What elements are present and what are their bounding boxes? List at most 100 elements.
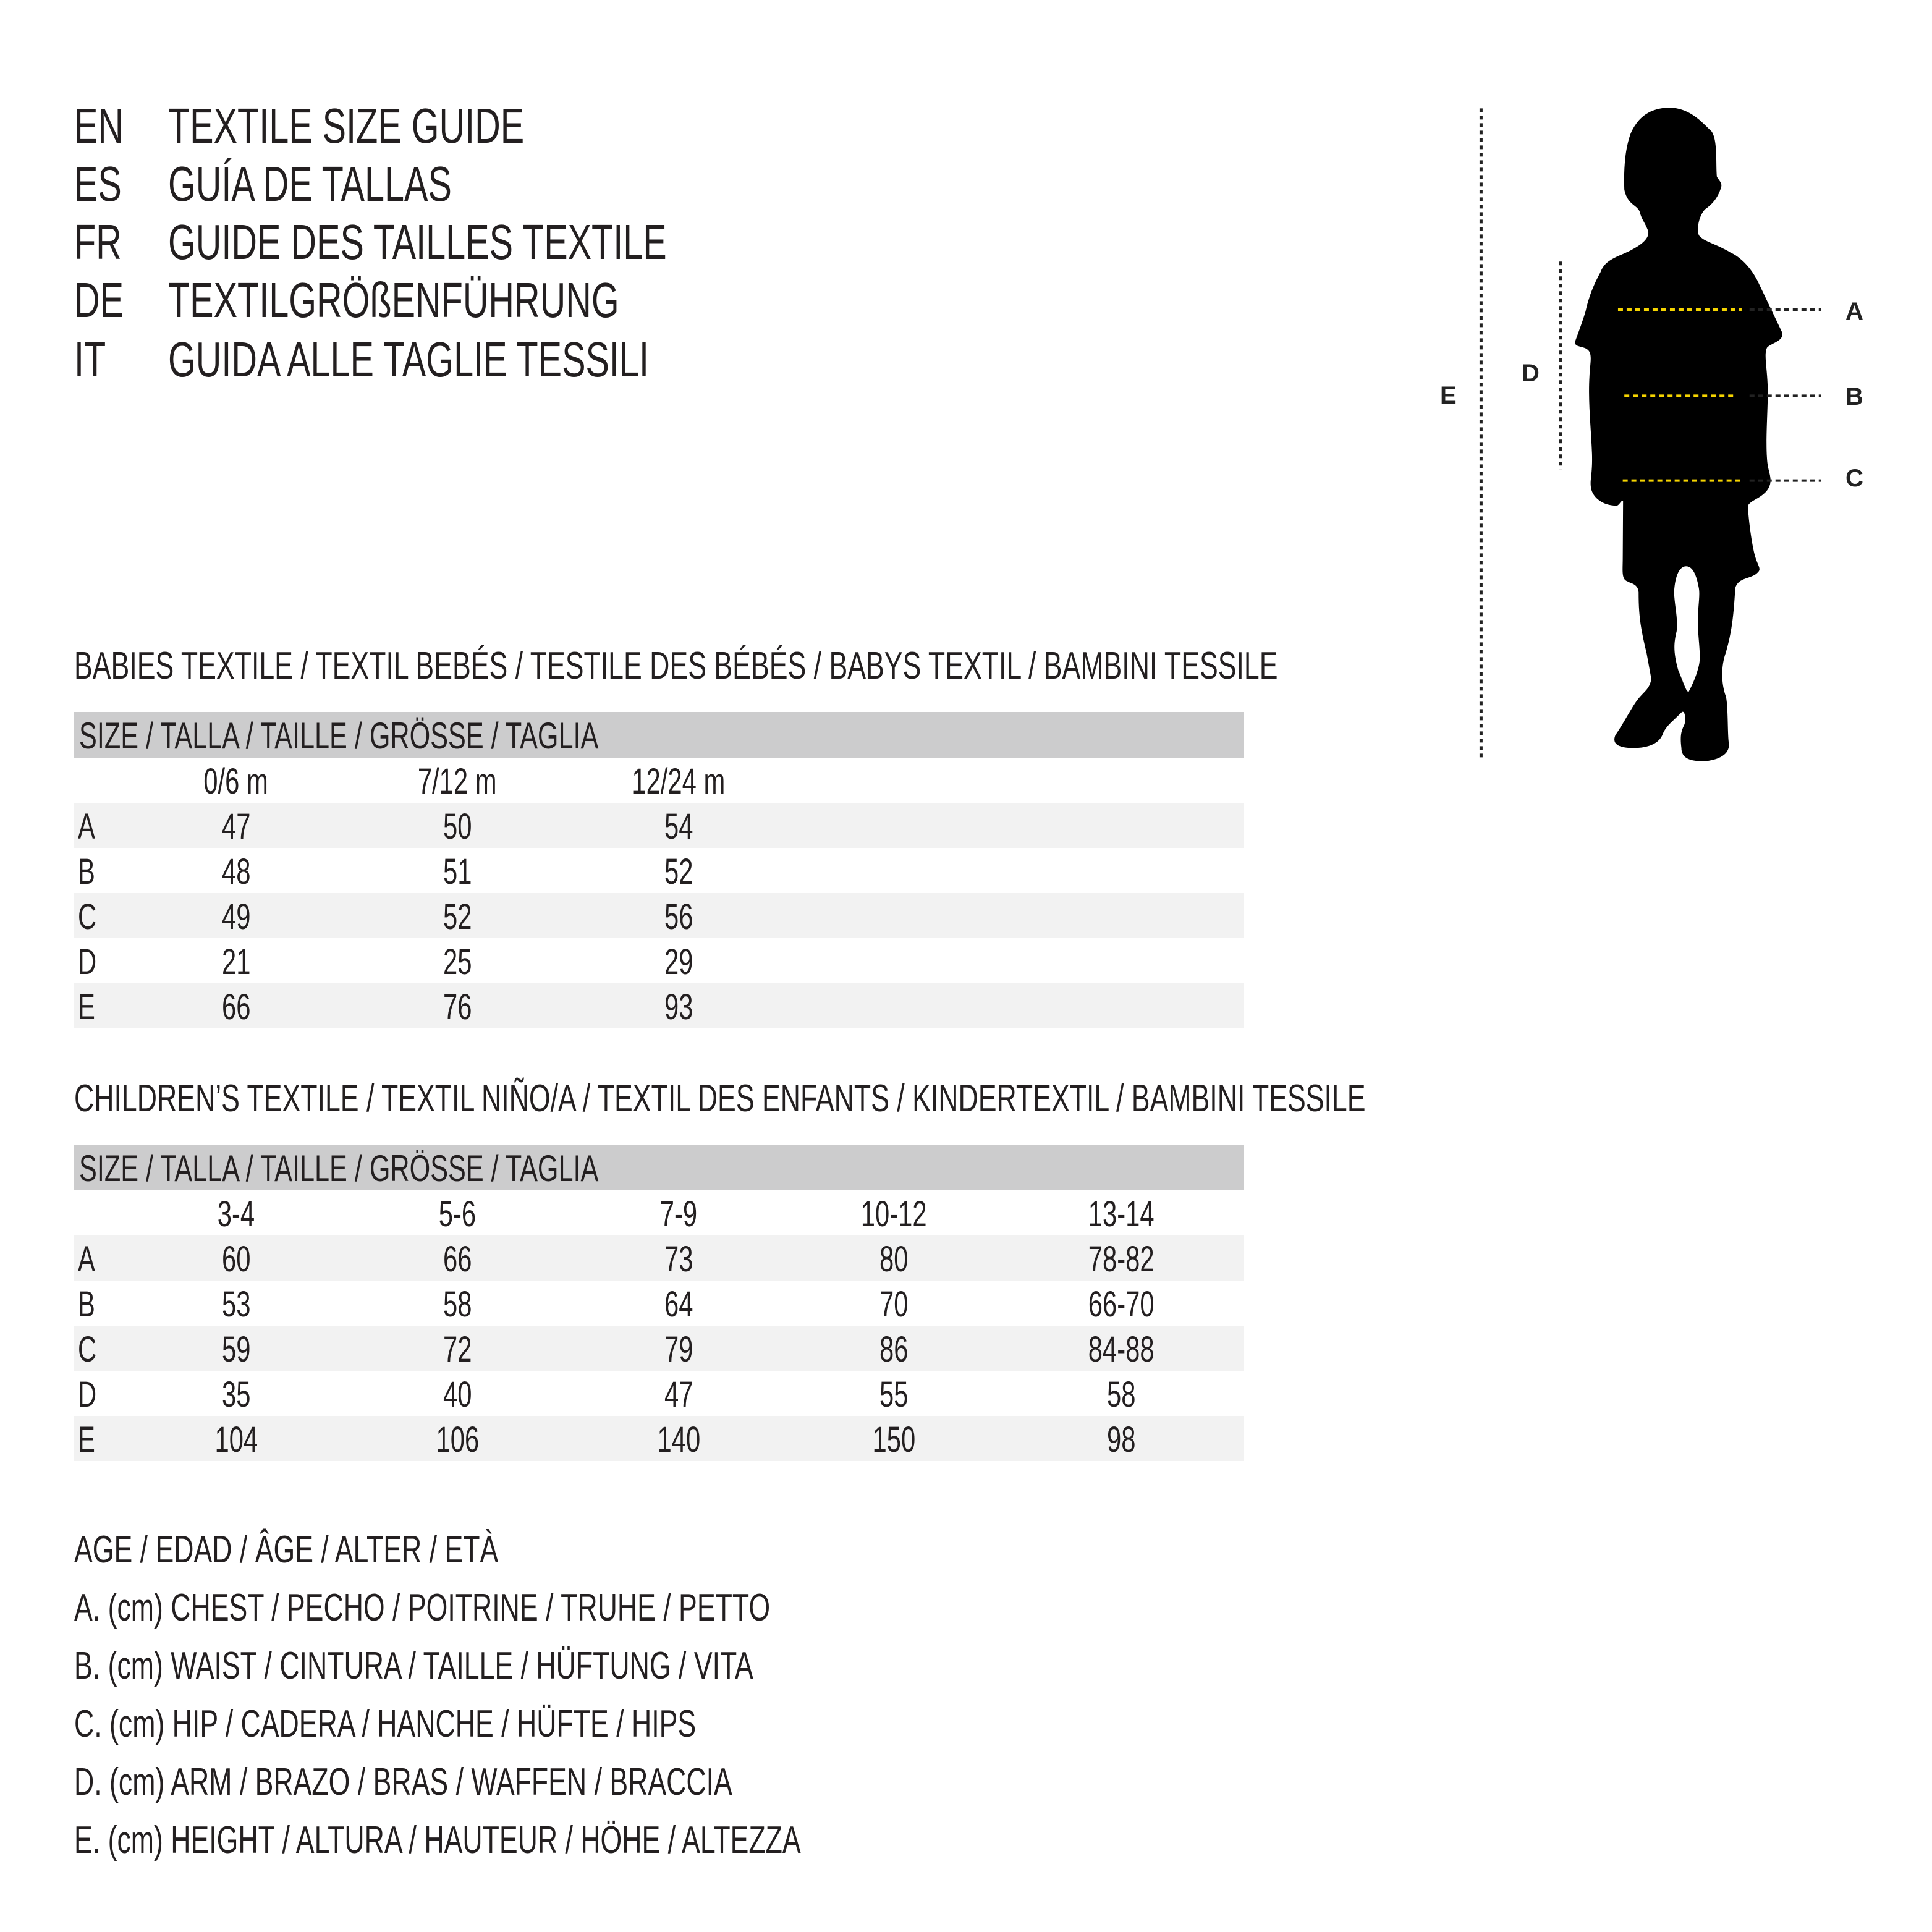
babies-section-title: BABIES TEXTILE / TEXTIL BEBÉS / TESTILE … bbox=[74, 645, 1746, 688]
table-cell: 84-88 bbox=[1088, 1329, 1155, 1370]
row-label: D bbox=[78, 1375, 97, 1415]
legend-waist: B. (cm) WAIST / CINTURA / TAILLE / HÜFTU… bbox=[74, 1645, 753, 1687]
silhouette-shape bbox=[1575, 108, 1782, 761]
table-cell: 59 bbox=[221, 1329, 251, 1370]
column-header: 10-12 bbox=[860, 1194, 927, 1234]
table-row: B 53 58 64 70 66-70 bbox=[74, 1281, 1244, 1326]
table-row: A 60 66 73 80 78-82 bbox=[74, 1235, 1244, 1281]
children-size-table: SIZE / TALLA / TAILLE / GRÖSSE / TAGLIA … bbox=[74, 1145, 1244, 1461]
table-cell: 76 bbox=[443, 987, 472, 1027]
table-row: C 49 52 56 bbox=[74, 893, 1244, 938]
column-header-row: 0/6 m 7/12 m 12/24 m bbox=[74, 758, 1244, 803]
child-silhouette-icon bbox=[1421, 108, 1916, 761]
legend-hip: C. (cm) HIP / CADERA / HANCHE / HÜFTE / … bbox=[74, 1703, 697, 1745]
table-cell: 79 bbox=[664, 1329, 693, 1370]
column-header: 3-4 bbox=[217, 1194, 255, 1234]
lang-code: FR bbox=[74, 214, 122, 269]
label-e: E bbox=[1440, 382, 1457, 409]
label-c: C bbox=[1845, 465, 1863, 492]
table-cell: 86 bbox=[879, 1329, 909, 1370]
table-cell: 78-82 bbox=[1088, 1239, 1155, 1279]
table-cell: 52 bbox=[664, 852, 693, 892]
table-row: B 48 51 52 bbox=[74, 848, 1244, 893]
row-label: D bbox=[78, 942, 97, 982]
table-cell: 93 bbox=[664, 987, 693, 1027]
table-cell: 35 bbox=[221, 1375, 251, 1415]
column-header: 0/6 m bbox=[203, 761, 269, 802]
table-cell: 21 bbox=[221, 942, 251, 982]
table-cell: 52 bbox=[443, 897, 472, 937]
table-cell: 54 bbox=[664, 807, 693, 847]
section-title-text: CHILDREN’S TEXTILE / TEXTIL NIÑO/A / TEX… bbox=[74, 1077, 1366, 1120]
table-row: E 104 106 140 150 98 bbox=[74, 1416, 1244, 1461]
table-cell: 47 bbox=[664, 1375, 693, 1415]
title-text: TEXTILE SIZE GUIDE bbox=[168, 98, 525, 153]
column-header-row: 3-4 5-6 7-9 10-12 13-14 bbox=[74, 1190, 1244, 1235]
lang-code: ES bbox=[74, 156, 122, 211]
table-cell: 40 bbox=[443, 1375, 472, 1415]
lang-code: EN bbox=[74, 98, 124, 153]
table-cell: 58 bbox=[443, 1284, 472, 1324]
table-row: A 47 50 54 bbox=[74, 803, 1244, 848]
row-label: E bbox=[78, 987, 95, 1027]
table-row: E 66 76 93 bbox=[74, 983, 1244, 1028]
table-cell: 66 bbox=[221, 987, 251, 1027]
table-cell: 47 bbox=[221, 807, 251, 847]
table-cell: 49 bbox=[221, 897, 251, 937]
table-row: D 21 25 29 bbox=[74, 938, 1244, 983]
table-cell: 51 bbox=[443, 852, 472, 892]
row-label: A bbox=[78, 807, 95, 847]
table-row: C 59 72 79 86 84-88 bbox=[74, 1326, 1244, 1371]
table-cell: 150 bbox=[872, 1420, 915, 1460]
lang-code: IT bbox=[74, 332, 106, 387]
column-header: 7/12 m bbox=[418, 761, 497, 802]
table-cell: 58 bbox=[1106, 1375, 1136, 1415]
row-label: B bbox=[78, 1284, 95, 1324]
title-text: GUIDA ALLE TAGLIE TESSILI bbox=[168, 332, 649, 387]
table-cell: 73 bbox=[664, 1239, 693, 1279]
legend-arm: D. (cm) ARM / BRAZO / BRAS / WAFFEN / BR… bbox=[74, 1761, 732, 1803]
size-header-bar: SIZE / TALLA / TAILLE / GRÖSSE / TAGLIA bbox=[74, 1145, 1244, 1190]
table-row: D 35 40 47 55 58 bbox=[74, 1371, 1244, 1416]
table-cell: 80 bbox=[879, 1239, 909, 1279]
row-label: A bbox=[78, 1239, 95, 1279]
size-header-text: SIZE / TALLA / TAILLE / GRÖSSE / TAGLIA bbox=[79, 715, 599, 756]
table-cell: 55 bbox=[879, 1375, 909, 1415]
table-cell: 106 bbox=[436, 1420, 479, 1460]
legend-chest: A. (cm) CHEST / PECHO / POITRINE / TRUHE… bbox=[74, 1587, 771, 1629]
label-d: D bbox=[1522, 360, 1540, 387]
table-cell: 98 bbox=[1106, 1420, 1136, 1460]
row-label: B bbox=[78, 852, 95, 892]
table-cell: 70 bbox=[879, 1284, 909, 1324]
table-cell: 50 bbox=[443, 807, 472, 847]
children-section-title: CHILDREN’S TEXTILE / TEXTIL NIÑO/A / TEX… bbox=[74, 1077, 1868, 1121]
column-header: 12/24 m bbox=[632, 761, 726, 802]
table-cell: 64 bbox=[664, 1284, 693, 1324]
table-cell: 66 bbox=[443, 1239, 472, 1279]
row-label: C bbox=[78, 1329, 97, 1370]
legend-height: E. (cm) HEIGHT / ALTURA / HAUTEUR / HÖHE… bbox=[74, 1819, 801, 1862]
column-header: 5-6 bbox=[438, 1194, 477, 1234]
label-b: B bbox=[1845, 383, 1863, 410]
title-text: GUÍA DE TALLAS bbox=[168, 156, 452, 211]
table-cell: 29 bbox=[664, 942, 693, 982]
table-cell: 66-70 bbox=[1088, 1284, 1155, 1324]
label-a: A bbox=[1845, 298, 1863, 325]
table-cell: 53 bbox=[221, 1284, 251, 1324]
size-header-bar: SIZE / TALLA / TAILLE / GRÖSSE / TAGLIA bbox=[74, 712, 1244, 758]
section-title-text: BABIES TEXTILE / TEXTIL BEBÉS / TESTILE … bbox=[74, 645, 1278, 687]
table-cell: 48 bbox=[221, 852, 251, 892]
child-silhouette-figure bbox=[1421, 99, 1916, 779]
table-cell: 56 bbox=[664, 897, 693, 937]
table-cell: 25 bbox=[443, 942, 472, 982]
table-cell: 140 bbox=[657, 1420, 700, 1460]
babies-size-table: SIZE / TALLA / TAILLE / GRÖSSE / TAGLIA … bbox=[74, 712, 1244, 1028]
column-header: 13-14 bbox=[1088, 1194, 1155, 1234]
title-text: TEXTILGRÖßENFÜHRUNG bbox=[168, 273, 619, 328]
row-label: E bbox=[78, 1420, 95, 1460]
table-cell: 60 bbox=[221, 1239, 251, 1279]
table-cell: 72 bbox=[443, 1329, 472, 1370]
table-cell: 104 bbox=[214, 1420, 258, 1460]
column-header: 7-9 bbox=[659, 1194, 698, 1234]
lang-code: DE bbox=[74, 273, 124, 328]
